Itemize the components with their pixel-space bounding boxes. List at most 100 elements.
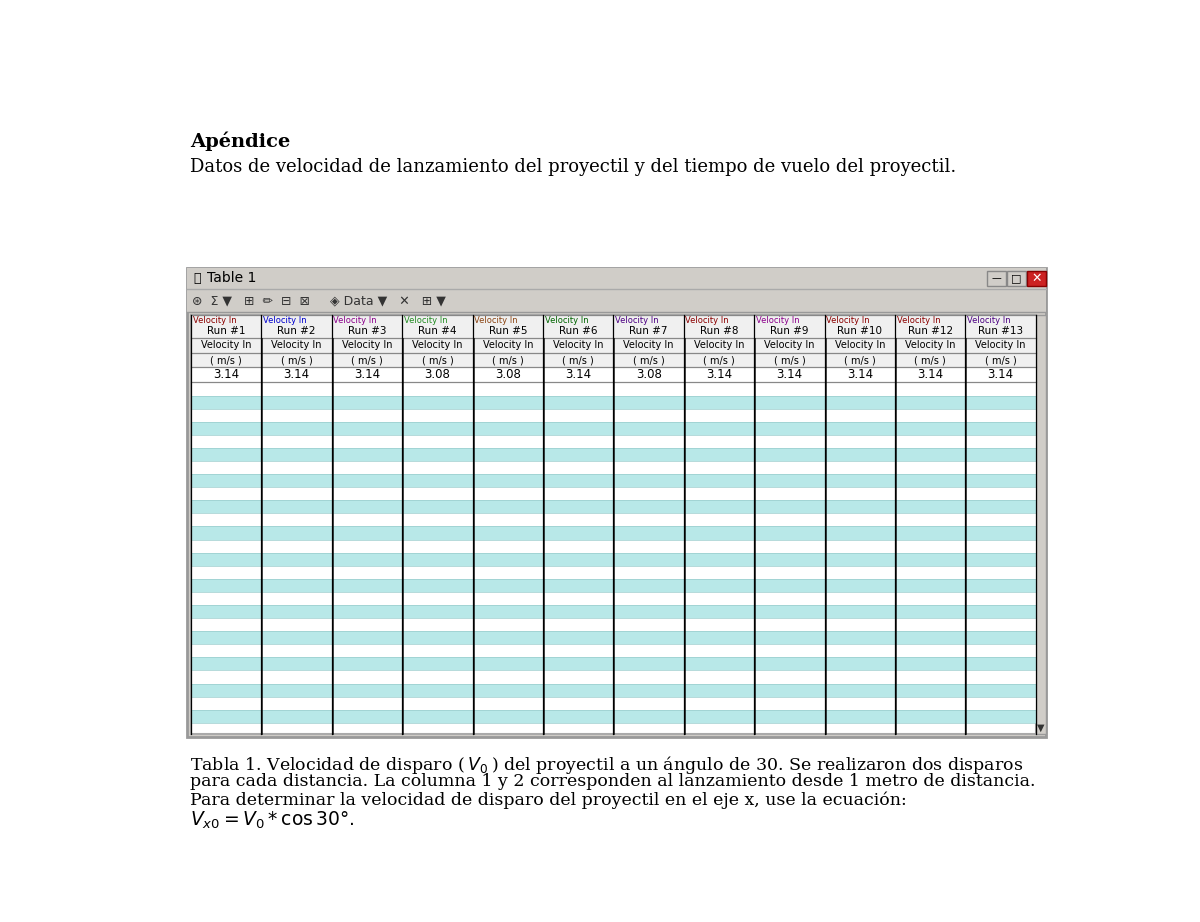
FancyBboxPatch shape bbox=[895, 526, 966, 539]
FancyBboxPatch shape bbox=[191, 592, 262, 605]
FancyBboxPatch shape bbox=[191, 421, 262, 435]
FancyBboxPatch shape bbox=[824, 474, 895, 487]
FancyBboxPatch shape bbox=[755, 353, 824, 367]
FancyBboxPatch shape bbox=[402, 657, 473, 670]
FancyBboxPatch shape bbox=[895, 592, 966, 605]
FancyBboxPatch shape bbox=[755, 435, 824, 448]
FancyBboxPatch shape bbox=[895, 421, 966, 435]
FancyBboxPatch shape bbox=[684, 367, 755, 383]
FancyBboxPatch shape bbox=[613, 605, 684, 618]
FancyBboxPatch shape bbox=[402, 367, 473, 383]
Text: 3.14: 3.14 bbox=[354, 368, 380, 382]
Text: Velocity In: Velocity In bbox=[553, 340, 604, 350]
FancyBboxPatch shape bbox=[262, 566, 332, 579]
FancyBboxPatch shape bbox=[824, 657, 895, 670]
FancyBboxPatch shape bbox=[895, 383, 966, 396]
FancyBboxPatch shape bbox=[473, 421, 544, 435]
FancyBboxPatch shape bbox=[544, 526, 613, 539]
FancyBboxPatch shape bbox=[684, 632, 755, 644]
FancyBboxPatch shape bbox=[824, 408, 895, 421]
FancyBboxPatch shape bbox=[332, 539, 402, 552]
FancyBboxPatch shape bbox=[544, 566, 613, 579]
FancyBboxPatch shape bbox=[332, 421, 402, 435]
FancyBboxPatch shape bbox=[684, 337, 755, 353]
FancyBboxPatch shape bbox=[262, 353, 332, 367]
FancyBboxPatch shape bbox=[755, 579, 824, 592]
FancyBboxPatch shape bbox=[332, 367, 402, 383]
Text: ▼: ▼ bbox=[1037, 723, 1045, 732]
FancyBboxPatch shape bbox=[191, 605, 262, 618]
FancyBboxPatch shape bbox=[1027, 271, 1046, 286]
FancyBboxPatch shape bbox=[755, 383, 824, 396]
FancyBboxPatch shape bbox=[544, 618, 613, 632]
FancyBboxPatch shape bbox=[544, 435, 613, 448]
FancyBboxPatch shape bbox=[895, 566, 966, 579]
FancyBboxPatch shape bbox=[544, 421, 613, 435]
FancyBboxPatch shape bbox=[824, 461, 895, 474]
FancyBboxPatch shape bbox=[402, 353, 473, 367]
FancyBboxPatch shape bbox=[895, 353, 966, 367]
FancyBboxPatch shape bbox=[755, 501, 824, 514]
FancyBboxPatch shape bbox=[824, 367, 895, 383]
Text: ⊛  Σ ▼   ⊞  ✏  ⊟  ⊠     ◈ Data ▼   ✕   ⊞ ▼: ⊛ Σ ▼ ⊞ ✏ ⊟ ⊠ ◈ Data ▼ ✕ ⊞ ▼ bbox=[192, 294, 445, 307]
FancyBboxPatch shape bbox=[966, 474, 1036, 487]
FancyBboxPatch shape bbox=[895, 605, 966, 618]
FancyBboxPatch shape bbox=[755, 448, 824, 461]
FancyBboxPatch shape bbox=[262, 367, 332, 383]
Text: 3.08: 3.08 bbox=[425, 368, 450, 382]
FancyBboxPatch shape bbox=[613, 539, 684, 552]
FancyBboxPatch shape bbox=[191, 566, 262, 579]
FancyBboxPatch shape bbox=[824, 605, 895, 618]
FancyBboxPatch shape bbox=[191, 579, 262, 592]
FancyBboxPatch shape bbox=[966, 539, 1036, 552]
Text: 3.08: 3.08 bbox=[636, 368, 661, 382]
FancyBboxPatch shape bbox=[332, 592, 402, 605]
FancyBboxPatch shape bbox=[684, 566, 755, 579]
Text: Velocity In: Velocity In bbox=[834, 340, 886, 350]
FancyBboxPatch shape bbox=[332, 579, 402, 592]
FancyBboxPatch shape bbox=[262, 461, 332, 474]
Text: Run #9: Run #9 bbox=[770, 325, 809, 336]
FancyBboxPatch shape bbox=[402, 683, 473, 697]
FancyBboxPatch shape bbox=[755, 408, 824, 421]
Text: Run #8: Run #8 bbox=[700, 325, 738, 336]
FancyBboxPatch shape bbox=[684, 579, 755, 592]
FancyBboxPatch shape bbox=[473, 487, 544, 501]
FancyBboxPatch shape bbox=[191, 408, 262, 421]
Text: Velocity In: Velocity In bbox=[193, 316, 236, 325]
FancyBboxPatch shape bbox=[966, 552, 1036, 566]
FancyBboxPatch shape bbox=[332, 566, 402, 579]
FancyBboxPatch shape bbox=[262, 697, 332, 710]
Text: Velocity In: Velocity In bbox=[263, 316, 307, 325]
FancyBboxPatch shape bbox=[191, 697, 262, 710]
FancyBboxPatch shape bbox=[191, 353, 262, 367]
FancyBboxPatch shape bbox=[613, 632, 684, 644]
FancyBboxPatch shape bbox=[966, 605, 1036, 618]
FancyBboxPatch shape bbox=[895, 487, 966, 501]
FancyBboxPatch shape bbox=[262, 396, 332, 408]
Text: Para determinar la velocidad de disparo del proyectil en el eje x, use la ecuaci: Para determinar la velocidad de disparo … bbox=[191, 791, 907, 809]
FancyBboxPatch shape bbox=[824, 435, 895, 448]
FancyBboxPatch shape bbox=[473, 697, 544, 710]
FancyBboxPatch shape bbox=[684, 670, 755, 683]
FancyBboxPatch shape bbox=[473, 501, 544, 514]
FancyBboxPatch shape bbox=[544, 605, 613, 618]
FancyBboxPatch shape bbox=[755, 461, 824, 474]
FancyBboxPatch shape bbox=[262, 474, 332, 487]
Text: Velocity In: Velocity In bbox=[967, 316, 1010, 325]
FancyBboxPatch shape bbox=[262, 421, 332, 435]
FancyBboxPatch shape bbox=[332, 474, 402, 487]
FancyBboxPatch shape bbox=[755, 487, 824, 501]
FancyBboxPatch shape bbox=[191, 710, 262, 723]
FancyBboxPatch shape bbox=[544, 337, 613, 353]
Text: Run #6: Run #6 bbox=[559, 325, 598, 336]
FancyBboxPatch shape bbox=[402, 408, 473, 421]
FancyBboxPatch shape bbox=[824, 644, 895, 657]
FancyBboxPatch shape bbox=[824, 632, 895, 644]
FancyBboxPatch shape bbox=[613, 683, 684, 697]
FancyBboxPatch shape bbox=[613, 670, 684, 683]
FancyBboxPatch shape bbox=[191, 461, 262, 474]
FancyBboxPatch shape bbox=[755, 539, 824, 552]
FancyBboxPatch shape bbox=[191, 314, 1036, 734]
FancyBboxPatch shape bbox=[262, 526, 332, 539]
